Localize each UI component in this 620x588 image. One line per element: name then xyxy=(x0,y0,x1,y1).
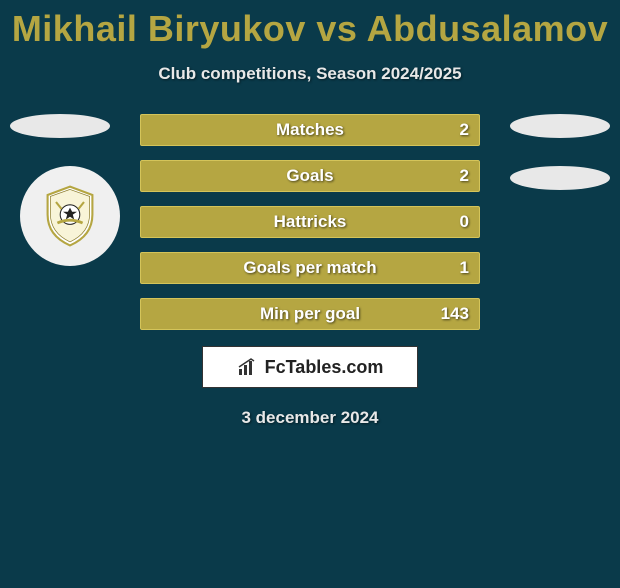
brand-box: FcTables.com xyxy=(202,346,418,388)
stat-label: Goals per match xyxy=(243,258,376,278)
brand-text: FcTables.com xyxy=(265,357,384,378)
stat-label: Goals xyxy=(286,166,333,186)
stat-rows: Matches 2 Goals 2 Hattricks 0 Goals per … xyxy=(140,114,480,330)
stat-value: 1 xyxy=(460,258,469,278)
content-area: Matches 2 Goals 2 Hattricks 0 Goals per … xyxy=(0,114,620,428)
stat-value: 143 xyxy=(441,304,469,324)
stat-row-goals-per-match: Goals per match 1 xyxy=(140,252,480,284)
stat-row-hattricks: Hattricks 0 xyxy=(140,206,480,238)
stat-row-min-per-goal: Min per goal 143 xyxy=(140,298,480,330)
shield-icon xyxy=(35,181,105,251)
stat-value: 2 xyxy=(460,120,469,140)
stat-value: 2 xyxy=(460,166,469,186)
page-title: Mikhail Biryukov vs Abdusalamov xyxy=(0,8,620,50)
stat-value: 0 xyxy=(460,212,469,232)
club-logo-left xyxy=(20,166,120,266)
stat-row-matches: Matches 2 xyxy=(140,114,480,146)
avatar-placeholder-right-1 xyxy=(510,114,610,138)
subtitle: Club competitions, Season 2024/2025 xyxy=(0,64,620,84)
avatar-placeholder-right-2 xyxy=(510,166,610,190)
stat-row-goals: Goals 2 xyxy=(140,160,480,192)
stat-label: Hattricks xyxy=(274,212,347,232)
avatar-placeholder-left xyxy=(10,114,110,138)
chart-icon xyxy=(237,357,261,377)
stat-label: Matches xyxy=(276,120,344,140)
stat-label: Min per goal xyxy=(260,304,360,324)
footer-date: 3 december 2024 xyxy=(0,408,620,428)
